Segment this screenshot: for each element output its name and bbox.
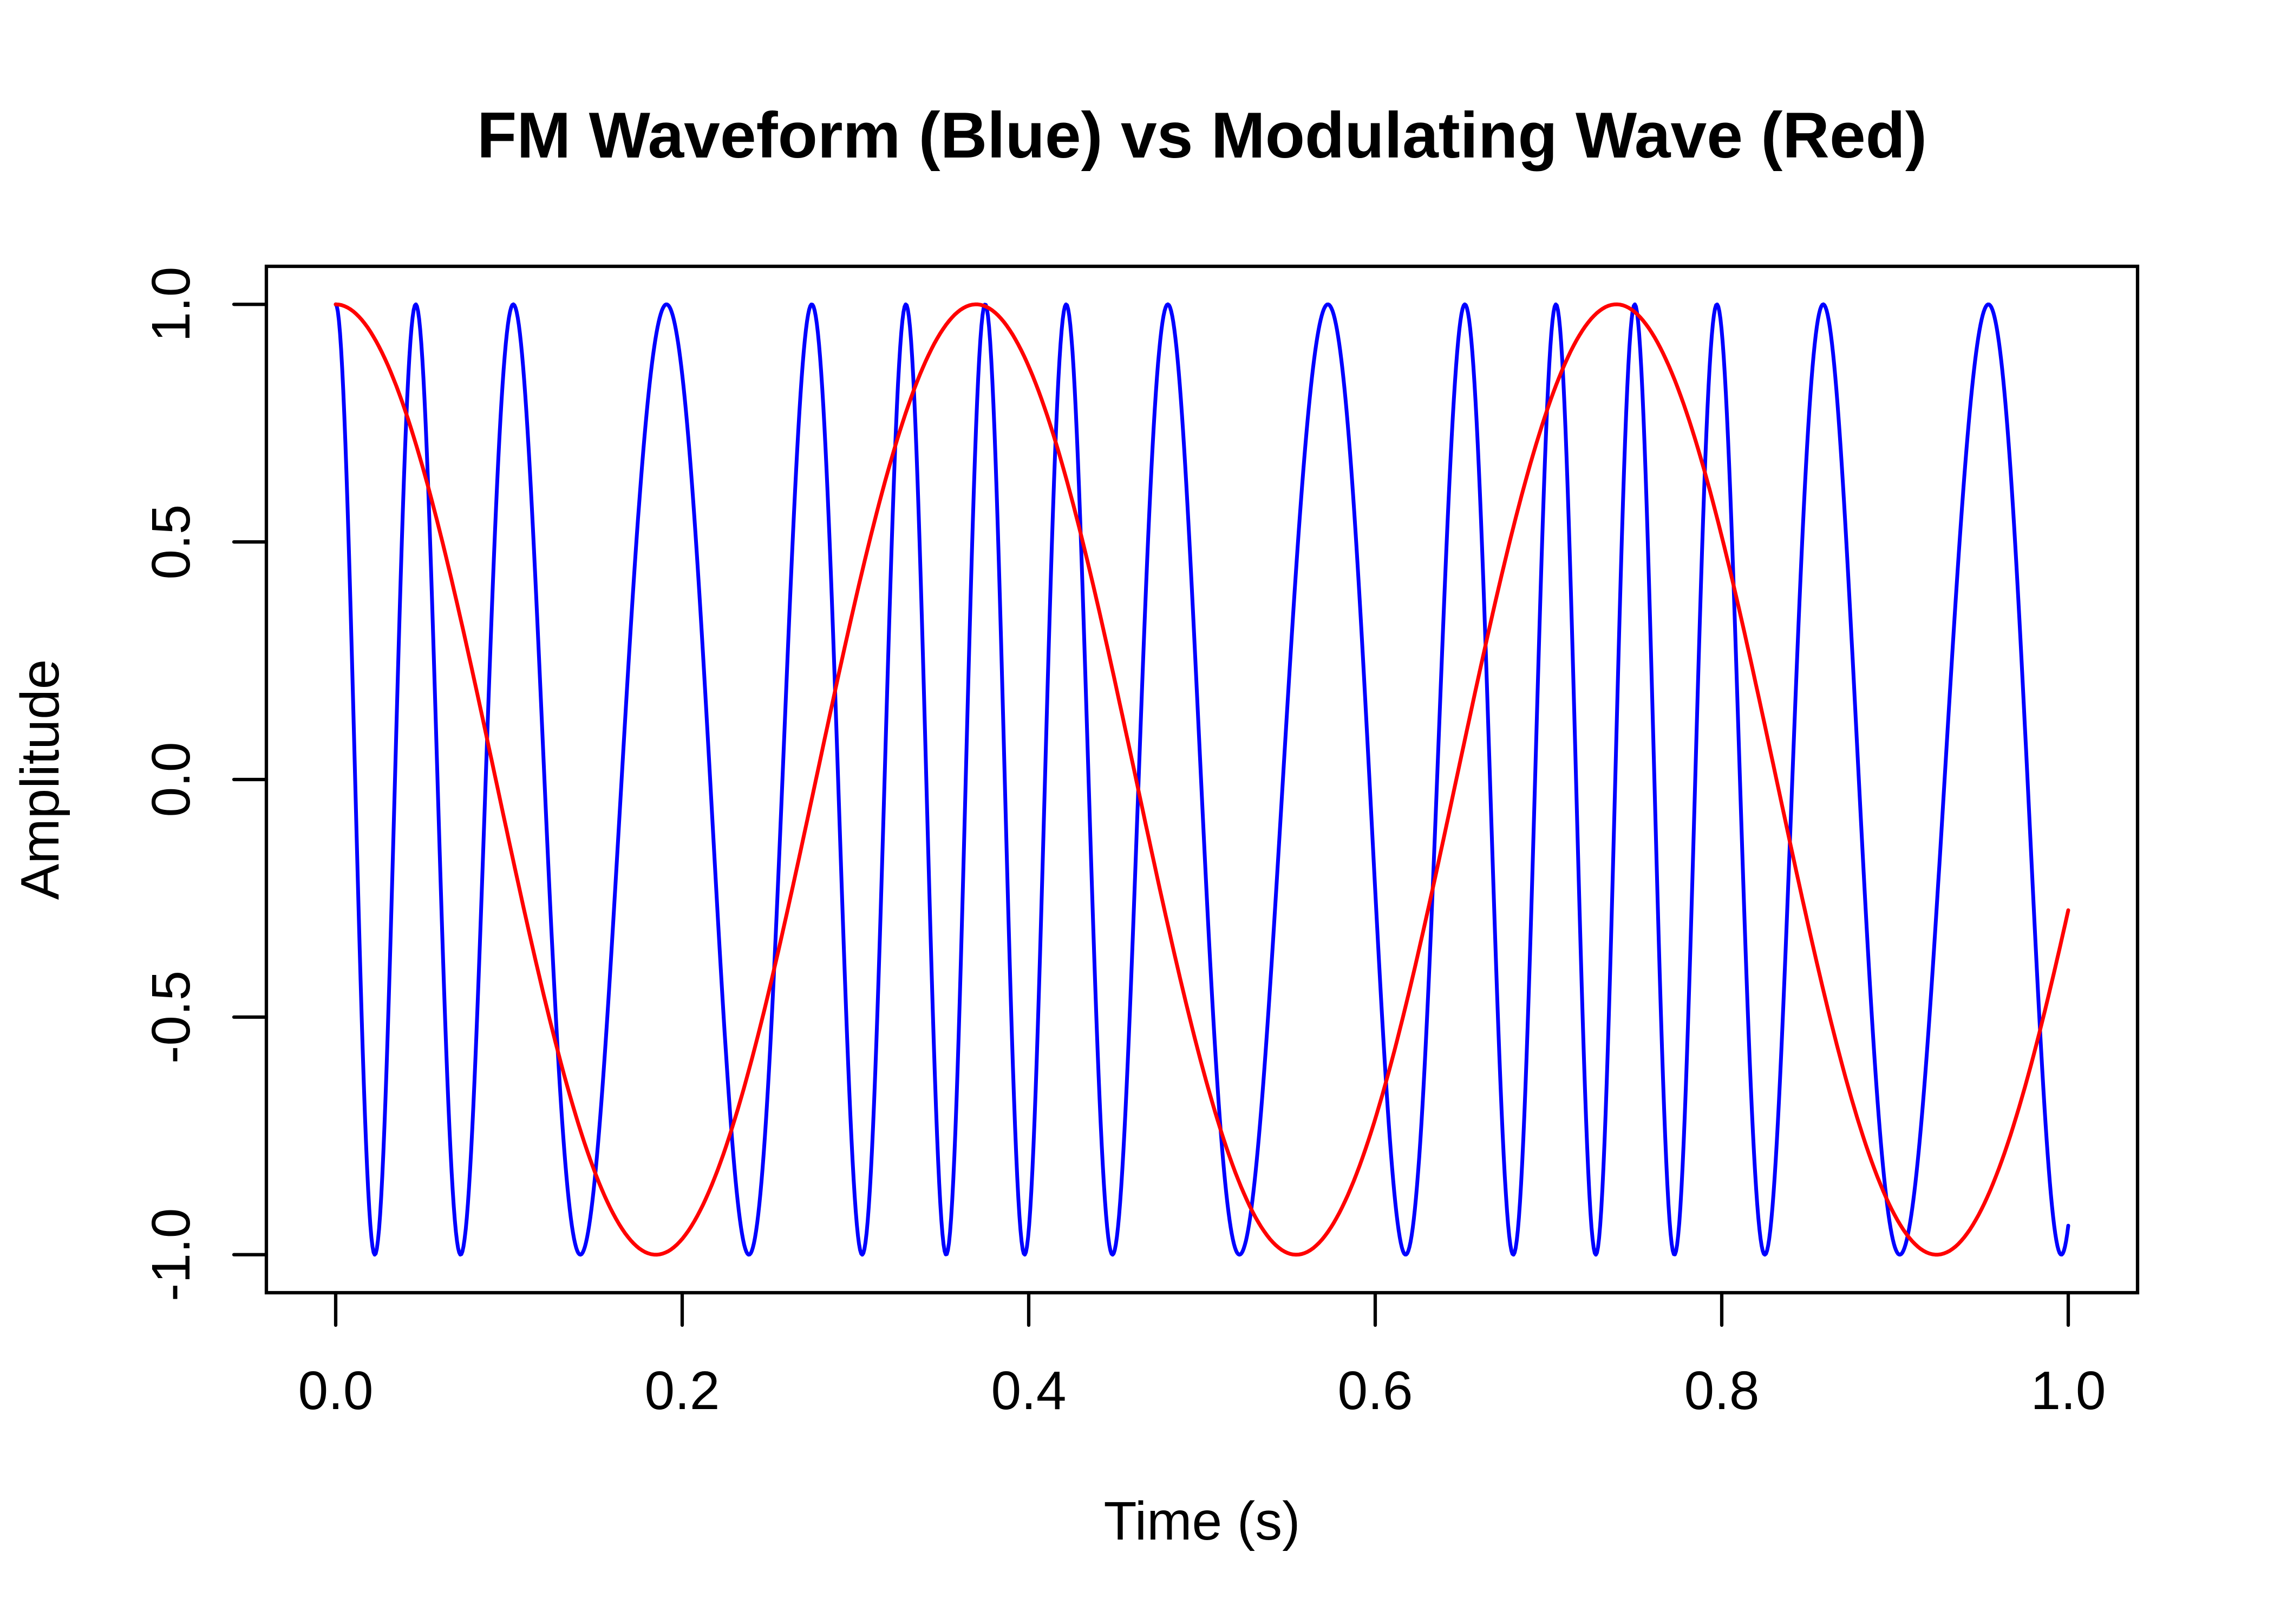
svg-text:Amplitude: Amplitude: [10, 659, 70, 900]
svg-text:Time (s): Time (s): [1104, 1491, 1301, 1551]
svg-text:-1.0: -1.0: [141, 1208, 201, 1301]
svg-text:0.0: 0.0: [298, 1360, 373, 1421]
svg-text:0.6: 0.6: [1337, 1360, 1413, 1421]
svg-text:-0.5: -0.5: [141, 971, 201, 1064]
svg-text:FM Waveform (Blue) vs Modulati: FM Waveform (Blue) vs Modulating Wave (R…: [477, 99, 1927, 172]
svg-text:0.5: 0.5: [141, 505, 201, 580]
svg-text:0.2: 0.2: [644, 1360, 720, 1421]
svg-text:1.0: 1.0: [2030, 1360, 2106, 1421]
svg-text:1.0: 1.0: [141, 267, 201, 342]
svg-text:0.8: 0.8: [1684, 1360, 1759, 1421]
svg-text:0.4: 0.4: [991, 1360, 1066, 1421]
svg-text:0.0: 0.0: [141, 742, 201, 817]
